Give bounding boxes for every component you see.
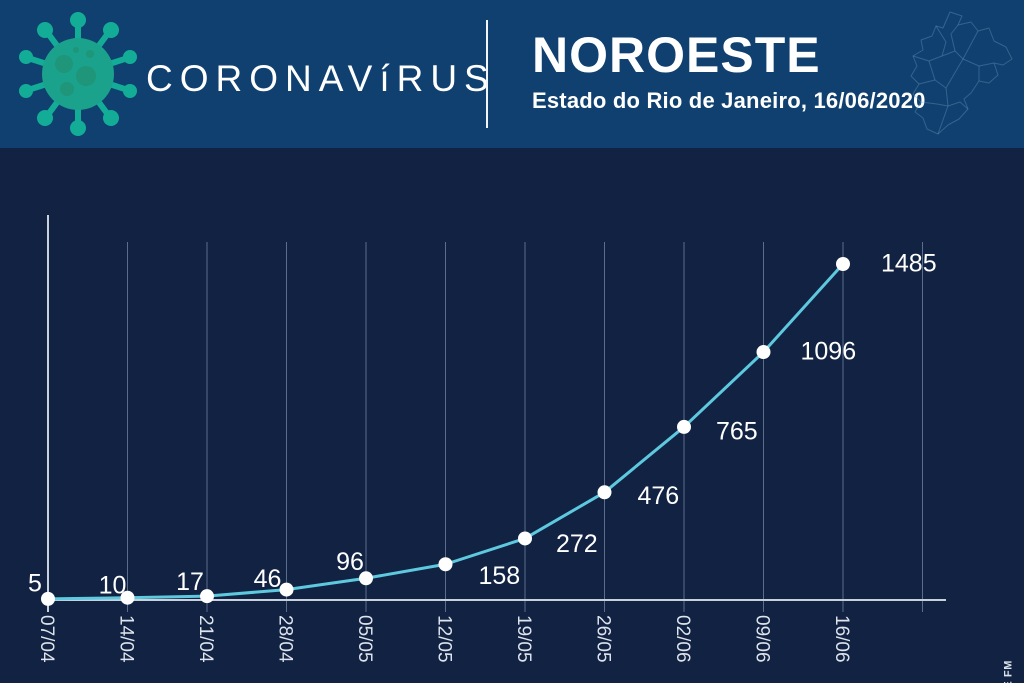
x-tick-label: 16/06 (831, 615, 852, 663)
region-block: NOROESTE Estado do Rio de Janeiro, 16/06… (532, 30, 926, 114)
data-point (597, 485, 612, 500)
data-point (200, 589, 214, 604)
data-point-label: 765 (716, 418, 758, 446)
region-map-outline-icon (893, 6, 1019, 144)
data-point (438, 557, 453, 572)
data-point-label: 17 (176, 568, 204, 596)
x-tick-label: 14/04 (116, 615, 137, 663)
data-point (120, 590, 135, 605)
x-tick-label: 07/04 (36, 615, 57, 663)
brand-title: CORONAVíRUS (146, 58, 496, 99)
virus-icon-svg (19, 12, 137, 136)
data-point (279, 582, 294, 597)
data-point-label: 5 (28, 569, 42, 597)
x-tick-label: 05/05 (354, 615, 375, 663)
data-point (836, 257, 850, 271)
data-point-label: 476 (638, 482, 680, 510)
x-tick-label: 09/06 (752, 615, 773, 663)
data-point (677, 419, 691, 434)
case-line-chart: 5 10 17 46 96 158 272 476 765 1096 1485 07/04 14/04 2… (28, 215, 946, 663)
header-bar: CORONAVíRUS NOROESTE Estado do Rio de Ja… (0, 0, 1024, 148)
data-point-label: 10 (99, 571, 127, 599)
page-subtitle: Estado do Rio de Janeiro, 16/06/2020 (532, 88, 926, 113)
page-title: NOROESTE (532, 27, 821, 83)
x-tick-label: 12/05 (434, 615, 455, 663)
x-tick-label: 19/05 (513, 615, 534, 663)
data-point-label: 1096 (801, 338, 857, 366)
credit-text: INFOGRÁFICO ELABORADO PELA RÁDIO NATIVID… (1002, 660, 1014, 683)
x-tick-label: 02/06 (672, 615, 693, 663)
data-point-label: 46 (254, 565, 282, 593)
x-tick-label: 21/04 (195, 615, 216, 663)
x-tick-label: 28/04 (275, 615, 296, 663)
data-point-label: 1485 (881, 250, 937, 278)
data-point (518, 531, 532, 546)
data-point-label: 272 (556, 530, 598, 558)
data-point (359, 571, 373, 586)
virus-icon (12, 4, 142, 144)
x-tick-label: 26/05 (593, 615, 614, 663)
data-point (756, 345, 771, 360)
data-point-label: 158 (479, 562, 521, 590)
data-point (41, 591, 55, 606)
data-point-label: 96 (336, 548, 364, 576)
header-divider (486, 20, 488, 128)
